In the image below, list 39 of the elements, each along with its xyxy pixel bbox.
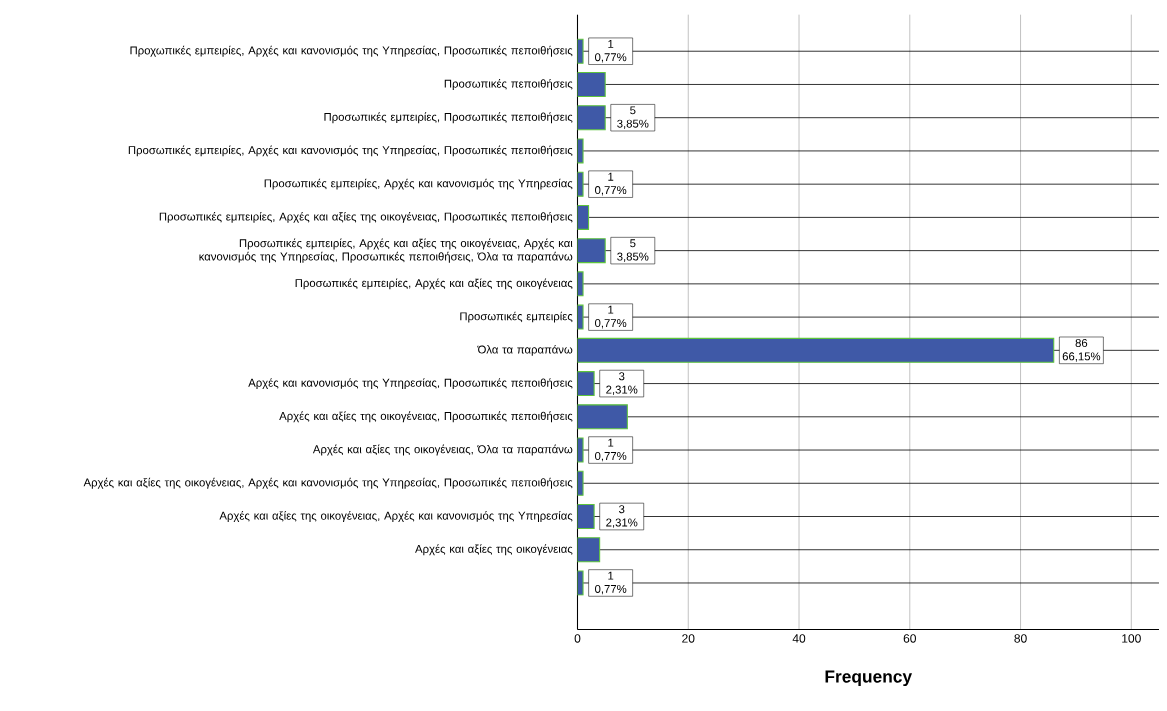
data-label: 1 0,77% — [595, 305, 627, 329]
bar — [577, 238, 606, 264]
y-tick-label: Προσωπικές εμπειρίες — [460, 311, 573, 323]
data-label: 1 0,77% — [595, 39, 627, 63]
y-tick-label: Προσωπικές πεποιθήσεις — [444, 79, 573, 90]
y-tick-label: Προσωπικές εμπειρίες, Προσωπικές πεποιθήσεις — [324, 112, 573, 124]
bar — [577, 337, 1055, 363]
x-tick-label: 80 — [1014, 634, 1027, 643]
x-tick-label: 0 — [574, 634, 581, 643]
y-tick-label: Όλα τα παραπάνω — [477, 344, 573, 356]
x-tick-label: 20 — [682, 634, 695, 643]
bar — [577, 105, 606, 131]
data-label: 3 2,31% — [606, 372, 638, 395]
bar — [577, 72, 606, 98]
data-label: 86 66,15% — [1062, 339, 1101, 362]
data-label: 1 0,77% — [595, 571, 627, 595]
data-label: 1 0,77% — [595, 172, 627, 196]
y-tick-label: Προσωπικές εμπειρίες, Αρχές και αξίες της οικογένειας — [295, 278, 573, 290]
y-tick-label: Αρχές και αξίες της οικογένειας, Αρχές και κανονισμός της Υπηρεσίας, Προσωπικές πεποιθήσεις — [83, 477, 573, 489]
y-tick-label: Αρχές και αξίες της οικογένειας, Προσωπικές πεποιθήσεις — [279, 411, 573, 423]
x-axis-title: Frequency — [825, 670, 912, 687]
x-tick-label: 40 — [792, 634, 806, 643]
x-tick-label: 100 — [1122, 634, 1141, 643]
y-tick-label: Αρχές και αξίες της οικογένειας, Όλα τα παραπάνω — [312, 444, 573, 456]
data-label: 3 2,31% — [606, 505, 638, 528]
data-label: 5 3,85% — [617, 106, 649, 130]
data-label: 1 0,77% — [595, 438, 627, 462]
y-tick-label: Προσωπικές εμπειρίες, Αρχές και κανονισμός της Υπηρεσίας, Προσωπικές πεποιθήσεις — [128, 145, 573, 157]
y-tick-label: Αρχές και αξίες της οικογένειας — [415, 544, 573, 556]
y-tick-label: Προσωπικές εμπειρίες, Αρχές και αξίες της οικογένειας, Προσωπικές πεποιθήσεις — [159, 212, 573, 223]
bar — [577, 404, 628, 430]
y-tick-label: Προσωπικές εμπειρίες, Αρχές και αξίες της οικογένειας, Αρχές και κανονισμός της Υπηρεσίας, Προσωπικές πεποιθήσεις, Όλα τα παραπάνω — [199, 238, 573, 263]
y-tick-label: Προχωπικές εμπειρίες, Αρχές και κανονισμός της Υπηρεσίας, Προσωπικές πεποιθήσεις — [130, 45, 573, 57]
y-tick-label: Προσωπικές εμπειρίες, Αρχές και κανονισμός της Υπηρεσίας — [264, 178, 573, 190]
y-tick-label: Αρχές και αξίες της οικογένειας, Αρχές και κανονισμός της Υπηρεσίας — [219, 511, 573, 523]
data-label: 5 3,85% — [617, 239, 649, 262]
y-tick-label: Αρχές και κανονισμός της Υπηρεσίας, Προσωπικές πεποιθήσεις — [248, 378, 573, 390]
x-tick-label: 60 — [903, 634, 916, 643]
bar — [577, 537, 601, 563]
